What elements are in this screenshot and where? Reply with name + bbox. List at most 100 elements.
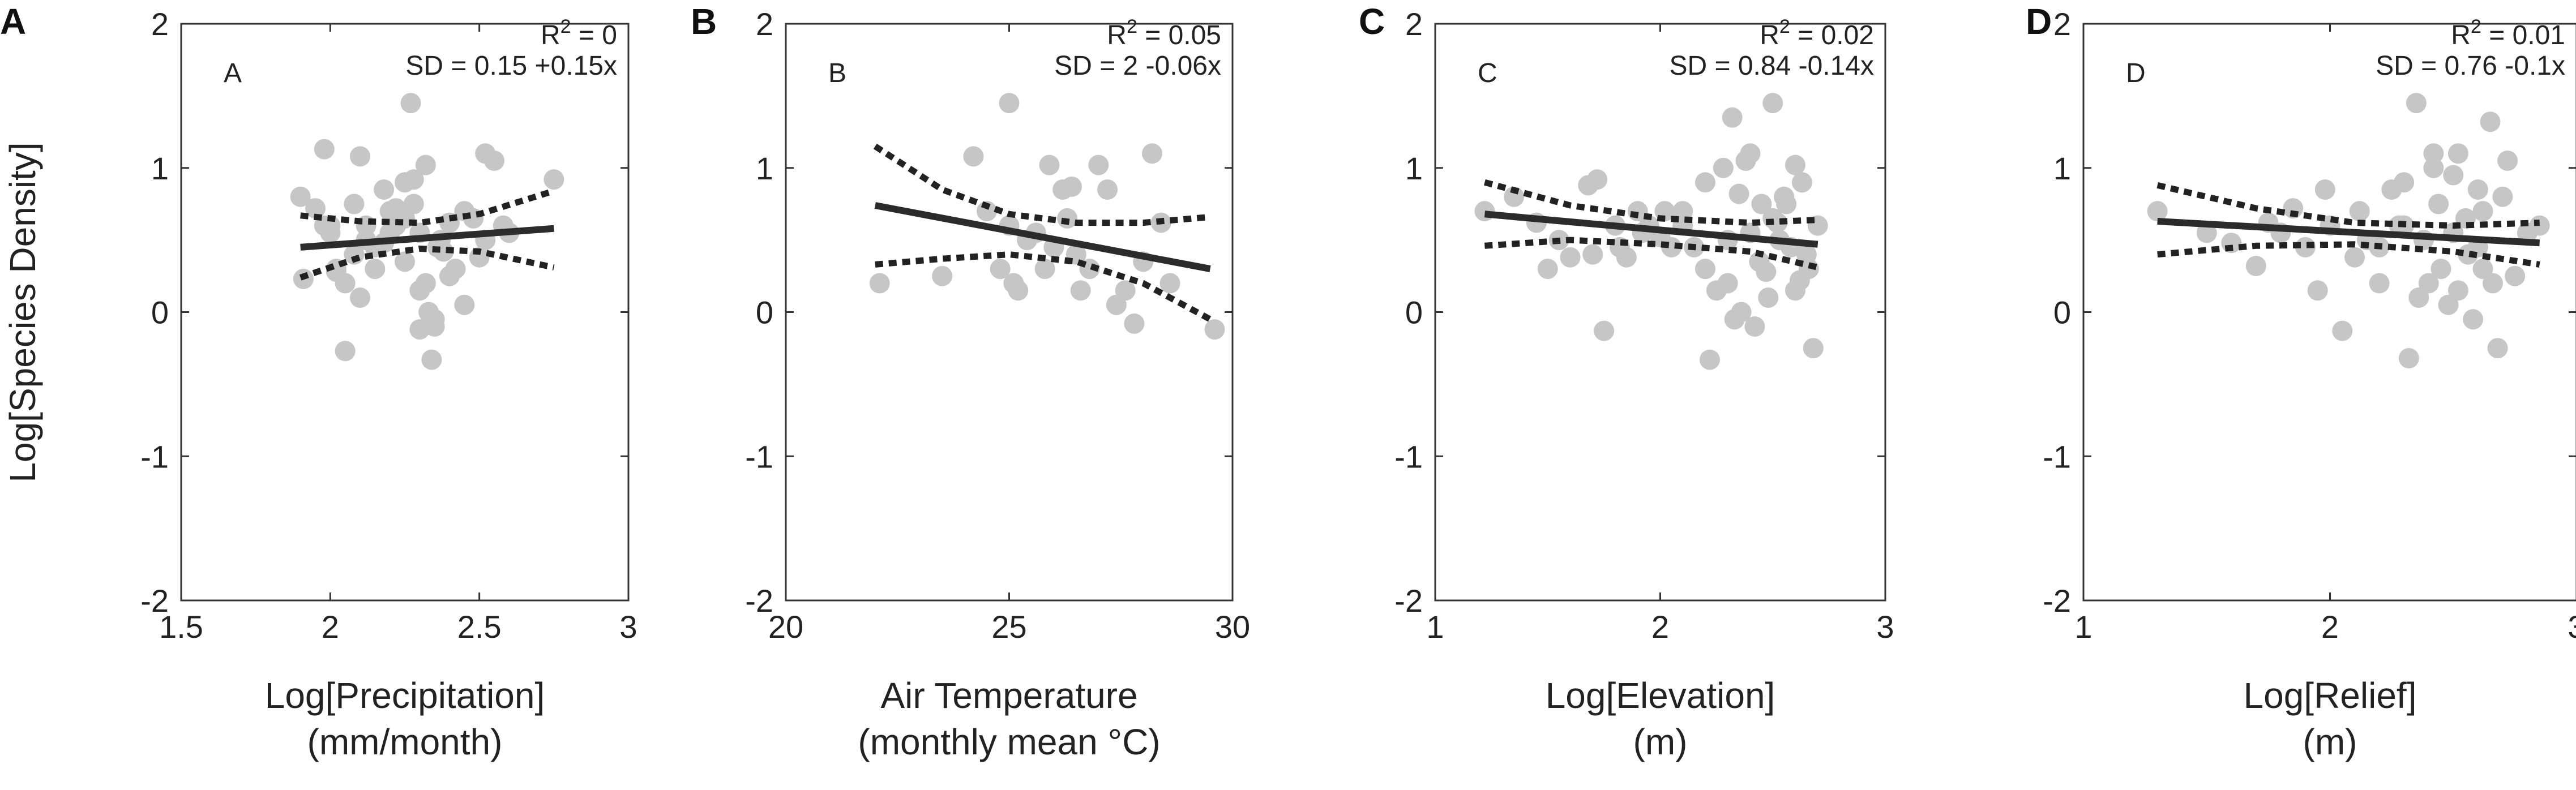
data-point [424, 309, 445, 330]
r-squared-label: R2 = 0.02 [1760, 16, 1874, 50]
y-tick-label: -2 [745, 583, 773, 619]
y-tick-label: -1 [745, 439, 773, 474]
data-point [1756, 261, 1777, 282]
data-point [2147, 201, 2168, 222]
data-point [374, 179, 395, 200]
data-point [2480, 111, 2501, 132]
data-point [350, 146, 370, 167]
data-point [2492, 186, 2513, 207]
x-tick-label: 2 [1651, 609, 1669, 645]
data-point [1785, 154, 1805, 175]
x-tick-label: 1 [2074, 609, 2092, 645]
x-tick-label: 1.5 [159, 609, 203, 645]
r2-superscript: 2 [2471, 16, 2481, 37]
x-axis-unit: (m) [1633, 722, 1688, 762]
fit-line [874, 202, 1211, 272]
data-point [290, 186, 311, 207]
data-point [403, 169, 424, 190]
data-point [421, 349, 442, 370]
x-axis-unit: (m) [2303, 722, 2357, 762]
data-point [2369, 273, 2390, 294]
data-point [2423, 157, 2444, 178]
ci-lower-line [875, 251, 1212, 323]
data-point [1695, 259, 1715, 280]
fit-line [300, 225, 554, 251]
data-point [365, 259, 386, 280]
data-point [1751, 194, 1772, 214]
sd-equation: SD = 2 -0.06x [1054, 51, 1221, 81]
data-point [2406, 93, 2427, 114]
inner-panel-letter: C [1478, 58, 1497, 88]
x-tick-label: 3 [2568, 609, 2576, 645]
data-point [2394, 172, 2415, 193]
data-point [1713, 157, 1734, 178]
ci-upper-line [1483, 179, 1818, 226]
data-point [2344, 247, 2365, 268]
sd-equation: SD = 0.76 -0.1x [2376, 51, 2565, 81]
data-point [2430, 259, 2451, 280]
r2-prefix: R [1760, 20, 1779, 50]
y-tick-label: 2 [151, 6, 169, 42]
r2-superscript: 2 [1779, 16, 1790, 37]
data-point [544, 169, 564, 190]
data-point [2418, 273, 2439, 294]
data-point [386, 198, 406, 219]
data-point [1088, 154, 1109, 175]
axes-box [1434, 23, 1886, 602]
x-tick-label: 20 [768, 609, 803, 645]
data-point [1057, 208, 1078, 229]
data-point [999, 93, 1020, 114]
fit-line [1484, 211, 1818, 248]
y-tick-label: -1 [2043, 439, 2071, 474]
data-point [2467, 179, 2488, 200]
inner-panel-letter: A [224, 58, 242, 88]
r2-value: = 0.02 [1790, 20, 1874, 50]
data-point [484, 151, 504, 171]
y-tick-label: -2 [2043, 583, 2071, 619]
data-point [2438, 294, 2459, 315]
y-tick-label: 0 [2053, 295, 2071, 330]
r2-value: = 0.05 [1137, 20, 1221, 50]
data-point [454, 294, 475, 315]
data-point [2472, 201, 2493, 222]
y-tick-label: 2 [2053, 6, 2071, 42]
data-point [439, 265, 460, 286]
y-tick-label: 1 [756, 151, 773, 186]
data-point [2408, 287, 2429, 308]
r2-prefix: R [541, 20, 560, 50]
y-tick-label: 2 [1405, 6, 1423, 42]
r2-value: = 0.01 [2481, 20, 2565, 50]
data-point [1758, 287, 1779, 308]
data-point [2314, 179, 2335, 200]
r-squared-label: R2 = 0.05 [1107, 16, 1221, 50]
data-point [1115, 280, 1136, 301]
data-point [1537, 259, 1558, 280]
data-point [1504, 186, 1525, 207]
inner-panel-letter: B [828, 58, 846, 88]
x-tick-label: 2 [2321, 609, 2339, 645]
data-point [932, 265, 953, 286]
data-point [2398, 348, 2419, 369]
data-point [1039, 154, 1060, 175]
x-axis-label: Log[Precipitation] [265, 675, 545, 716]
data-point [869, 273, 890, 294]
scatter-points [1474, 93, 1828, 370]
data-point [2505, 265, 2526, 286]
x-axis-unit: (monthly mean °C) [858, 722, 1160, 762]
data-point [1744, 316, 1765, 337]
data-point [2472, 259, 2493, 280]
data-point [2482, 273, 2503, 294]
data-point [1034, 259, 1055, 280]
r2-superscript: 2 [1127, 16, 1137, 37]
panel-letter: C [1359, 1, 1385, 42]
fit-line [2157, 218, 2540, 247]
r-squared-label: R2 = 0 [541, 16, 617, 50]
data-point [2487, 338, 2508, 359]
x-tick-label: 1 [1426, 609, 1444, 645]
data-point [350, 287, 370, 308]
x-axis-unit: (mm/month) [307, 722, 503, 762]
data-point [2463, 309, 2484, 330]
data-point [1560, 247, 1581, 268]
